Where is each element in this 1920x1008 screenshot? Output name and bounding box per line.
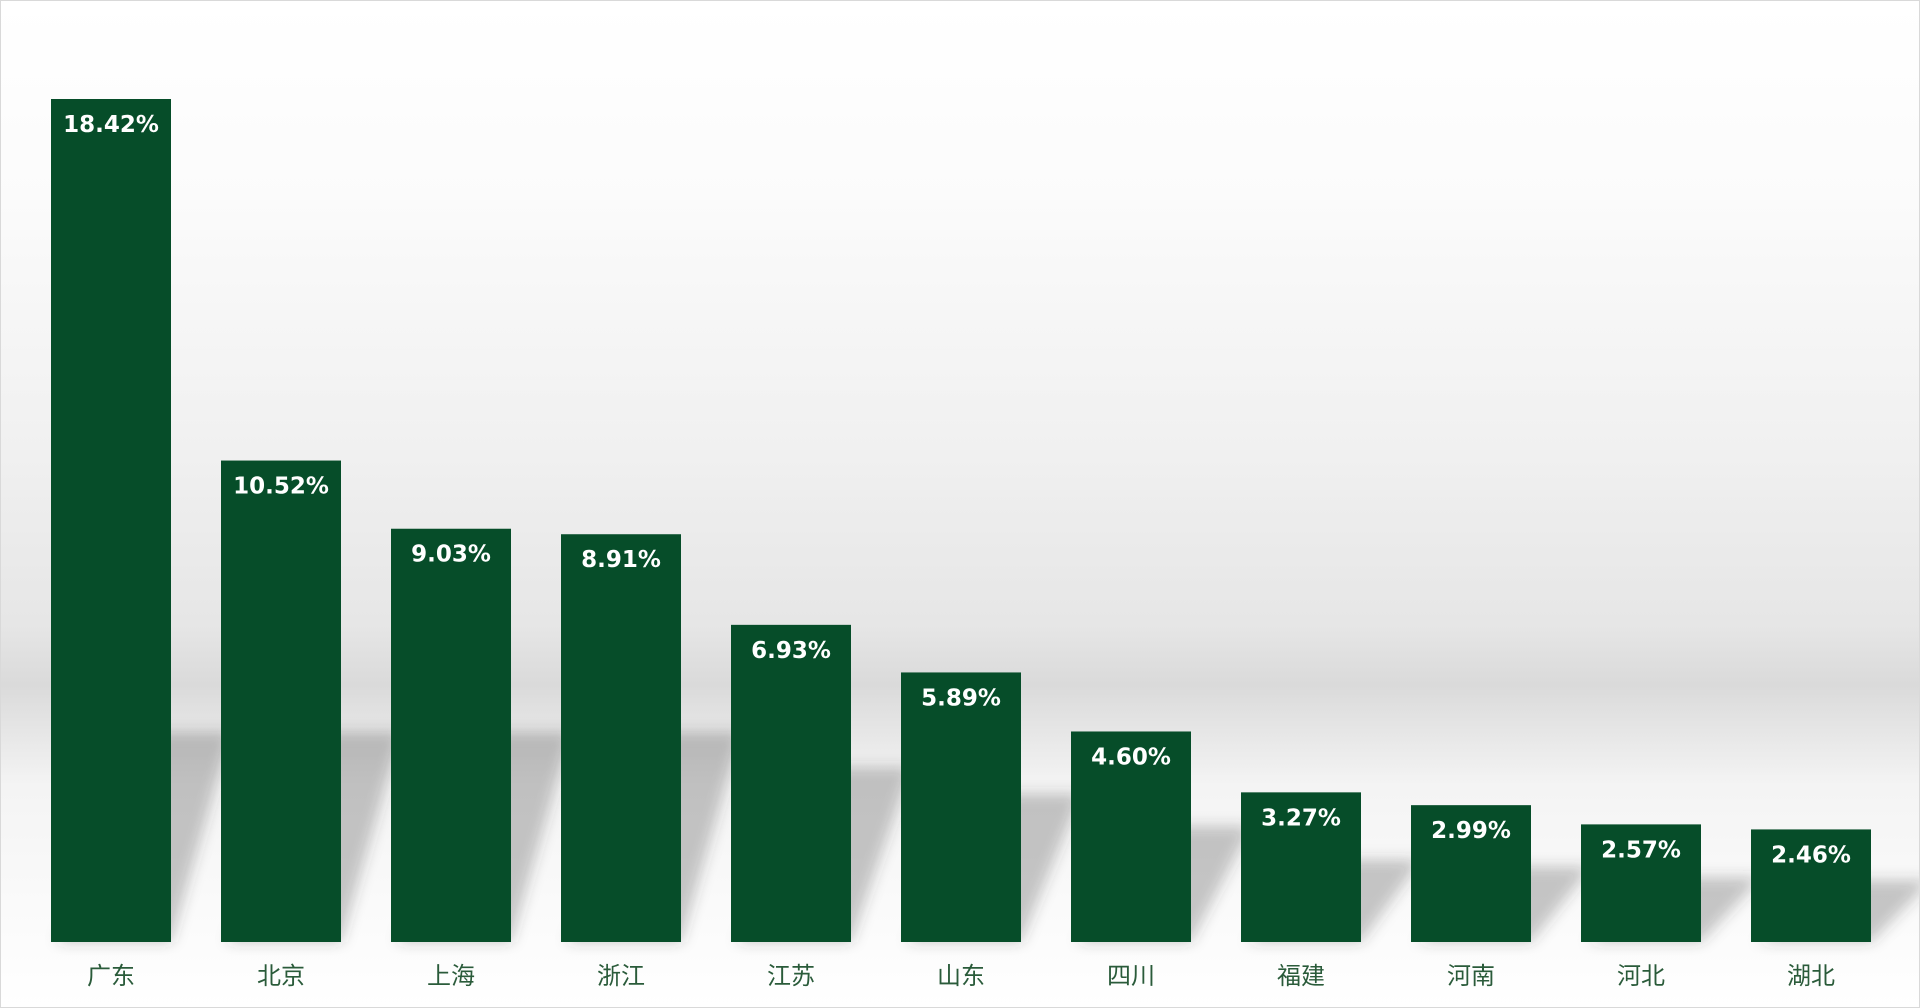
bar-11 — [1751, 829, 1871, 942]
bar-4 — [561, 534, 681, 942]
category-label: 广东 — [87, 962, 135, 990]
category-label: 浙江 — [597, 962, 645, 990]
bar-2 — [221, 460, 341, 942]
data-label: 10.52% — [233, 474, 329, 500]
data-labels: 18.42% 10.52% 9.03% 8.91% 6.93% 5.89% 4.60% 3.2… — [63, 112, 1851, 868]
bar-10 — [1581, 824, 1701, 942]
bar-1 — [51, 99, 171, 942]
category-label: 山东 — [937, 962, 985, 990]
data-label: 9.03% — [411, 542, 491, 568]
bar-3 — [391, 528, 511, 942]
category-label: 江苏 — [767, 962, 815, 990]
data-label: 5.89% — [921, 685, 1001, 711]
data-label: 6.93% — [751, 638, 831, 664]
data-label: 2.99% — [1431, 818, 1511, 844]
bars — [51, 99, 1871, 942]
bar-5 — [731, 624, 851, 942]
category-label: 福建 — [1277, 962, 1325, 990]
category-label: 上海 — [427, 962, 475, 990]
category-labels: 广东 北京 上海 浙江 江苏 山东 四川 福建 河南 河北 湖北 — [87, 962, 1835, 990]
category-label: 河北 — [1617, 962, 1665, 990]
data-label: 18.42% — [63, 112, 159, 138]
data-label: 2.57% — [1601, 837, 1681, 863]
data-label: 3.27% — [1261, 805, 1341, 831]
category-label: 湖北 — [1787, 962, 1835, 990]
data-label: 8.91% — [581, 547, 661, 573]
bar-7 — [1071, 731, 1191, 942]
data-label: 2.46% — [1771, 842, 1851, 868]
bar-9 — [1411, 805, 1531, 942]
category-label: 北京 — [257, 962, 305, 990]
bar-8 — [1241, 792, 1361, 942]
category-label: 四川 — [1107, 962, 1155, 990]
category-label: 河南 — [1447, 962, 1495, 990]
data-label: 4.60% — [1091, 744, 1171, 770]
bar-6 — [901, 672, 1021, 942]
